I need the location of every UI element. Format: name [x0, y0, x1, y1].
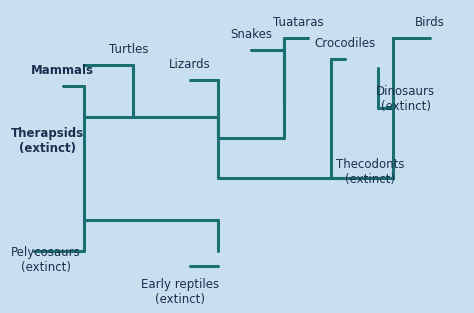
Text: Lizards: Lizards — [169, 58, 211, 71]
Text: Dinosaurs
(extinct): Dinosaurs (extinct) — [376, 85, 435, 113]
Text: Crocodiles: Crocodiles — [315, 37, 376, 50]
Text: Turtles: Turtles — [109, 43, 148, 56]
Text: Therapsids
(extinct): Therapsids (extinct) — [11, 127, 84, 155]
Text: Early reptiles
(extinct): Early reptiles (extinct) — [141, 278, 219, 306]
Text: Tuataras: Tuataras — [273, 16, 324, 29]
Text: Thecodonts
(extinct): Thecodonts (extinct) — [336, 157, 404, 186]
Text: Mammals: Mammals — [31, 64, 94, 77]
Text: Birds: Birds — [415, 16, 445, 29]
Text: Snakes: Snakes — [230, 28, 272, 41]
Text: Pelycosaurs
(extinct): Pelycosaurs (extinct) — [11, 246, 81, 274]
